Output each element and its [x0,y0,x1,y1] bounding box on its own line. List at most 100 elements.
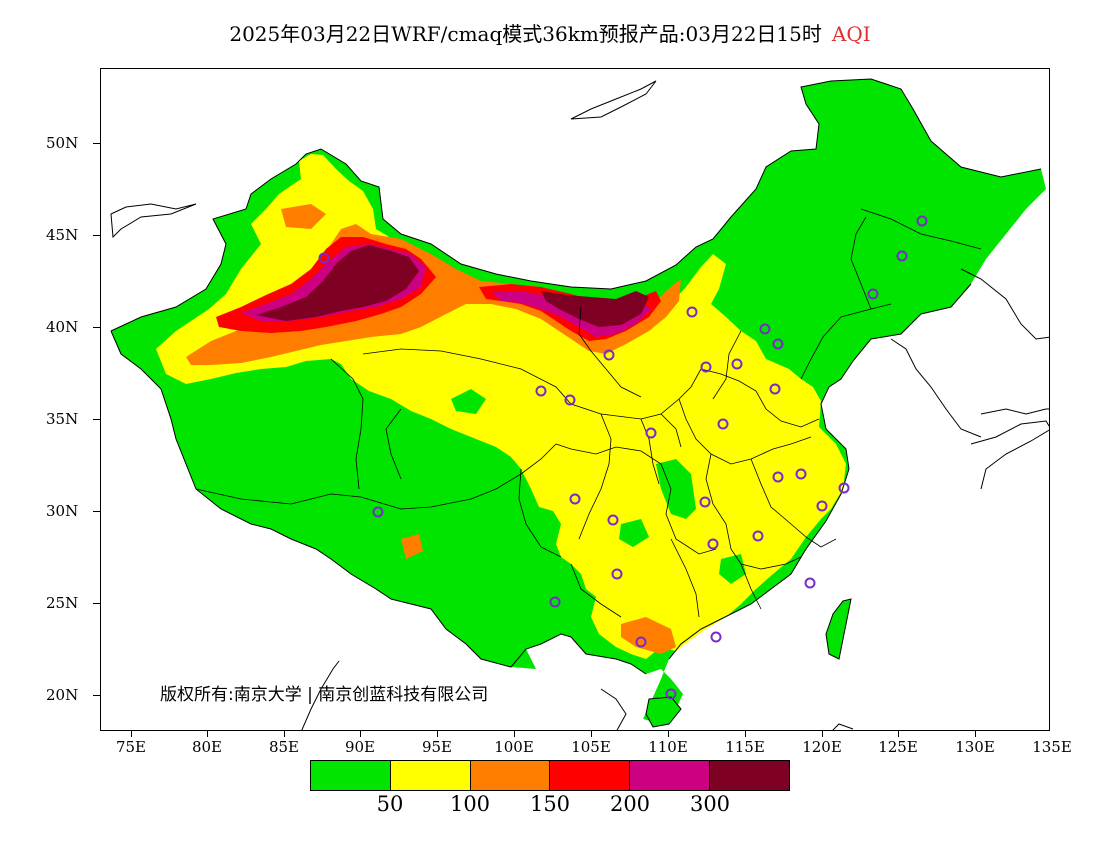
legend-swatch-very-unhealthy [630,761,711,790]
lon-label-125e: 125E [878,738,918,756]
lon-tick [975,731,976,737]
map-title: 2025年03月22日WRF/cmaq模式36km预报产品:03月22日15时 A… [0,18,1100,47]
lon-tick [591,731,592,737]
aqi-patch-good [619,519,649,547]
station-marker [564,394,576,406]
aqi-patch-usg [281,204,326,229]
station-marker [603,349,615,361]
station-marker [569,493,581,505]
title-text: 2025年03月22日WRF/cmaq模式36km预报产品:03月22日15时 [229,22,822,46]
map-frame [100,68,1050,731]
station-marker [710,631,722,643]
station-marker [635,636,647,648]
copyright-text: 版权所有:南京大学 | 南京创蓝科技有限公司 [160,685,489,705]
legend-swatch-moderate [390,761,471,790]
station-markers [318,215,928,700]
station-marker [535,385,547,397]
lon-tick [284,731,285,737]
aqi-band-good-taiwan [826,599,851,659]
lon-label-115e: 115E [725,738,765,756]
lat-tick [93,511,100,512]
station-marker [838,482,850,494]
lon-label-100e: 100E [494,738,534,756]
legend-label-150: 150 [529,792,571,816]
station-marker [645,427,657,439]
station-marker [772,471,784,483]
legend-swatch-usg [470,761,551,790]
station-marker [916,215,928,227]
aqi-patch-good [741,304,769,331]
lat-label-25n: 25N [46,594,79,612]
station-marker [607,514,619,526]
aqi-map [110,78,1049,730]
station-marker [795,468,807,480]
lat-tick [93,143,100,144]
aqi-legend [310,760,790,791]
station-marker [686,306,698,318]
station-marker [731,358,743,370]
legend-swatch-good [311,761,391,790]
lat-tick [93,695,100,696]
lon-tick [898,731,899,737]
station-marker [318,252,330,264]
aqi-patch-good [656,459,696,519]
station-marker [717,418,729,430]
legend-swatch-hazardous [710,761,789,790]
lat-label-20n: 20N [46,686,79,704]
aqi-band-hazardous [256,245,419,321]
lat-label-50n: 50N [46,134,79,152]
station-marker [804,577,816,589]
lat-tick [93,327,100,328]
station-marker [699,496,711,508]
lat-tick [93,235,100,236]
station-marker [707,538,719,550]
station-marker [769,383,781,395]
station-marker [772,338,784,350]
title-variable: AQI [831,22,871,46]
aqi-patch-good [451,389,486,414]
lon-label-95e: 95E [421,738,453,756]
legend-label-200: 200 [609,792,651,816]
lon-tick [131,731,132,737]
station-marker [816,500,828,512]
lon-tick [668,731,669,737]
lon-tick [514,731,515,737]
lat-label-35n: 35N [46,410,79,428]
lon-label-110e: 110E [648,738,688,756]
lon-label-130e: 130E [955,738,995,756]
lon-tick [437,731,438,737]
lon-label-80e: 80E [191,738,223,756]
aqi-patch-usg [621,617,676,654]
station-marker [372,506,384,518]
lon-tick [745,731,746,737]
lon-label-85e: 85E [268,738,300,756]
lon-label-75e: 75E [115,738,147,756]
lat-label-45n: 45N [46,226,79,244]
lat-tick [93,603,100,604]
legend-label-300: 300 [689,792,731,816]
lon-label-135e: 135E [1032,738,1072,756]
lon-tick [360,731,361,737]
lon-tick [207,731,208,737]
aqi-band-hazardous-east [541,291,649,327]
legend-label-100: 100 [449,792,491,816]
station-marker [700,361,712,373]
lat-label-40n: 40N [46,318,79,336]
station-marker [611,568,623,580]
province-boundaries [195,208,982,618]
station-marker [752,530,764,542]
lon-tick [822,731,823,737]
lat-label-30n: 30N [46,502,79,520]
lon-label-90e: 90E [344,738,376,756]
lon-label-120e: 120E [802,738,842,756]
lon-label-105e: 105E [571,738,611,756]
aqi-patch-good [361,544,401,569]
station-marker [549,596,561,608]
lat-tick [93,419,100,420]
station-marker [759,323,771,335]
legend-swatch-unhealthy [550,761,631,790]
station-marker [665,688,677,700]
station-marker [867,288,879,300]
legend-label-50: 50 [376,792,404,816]
aqi-band-usg [186,224,681,365]
